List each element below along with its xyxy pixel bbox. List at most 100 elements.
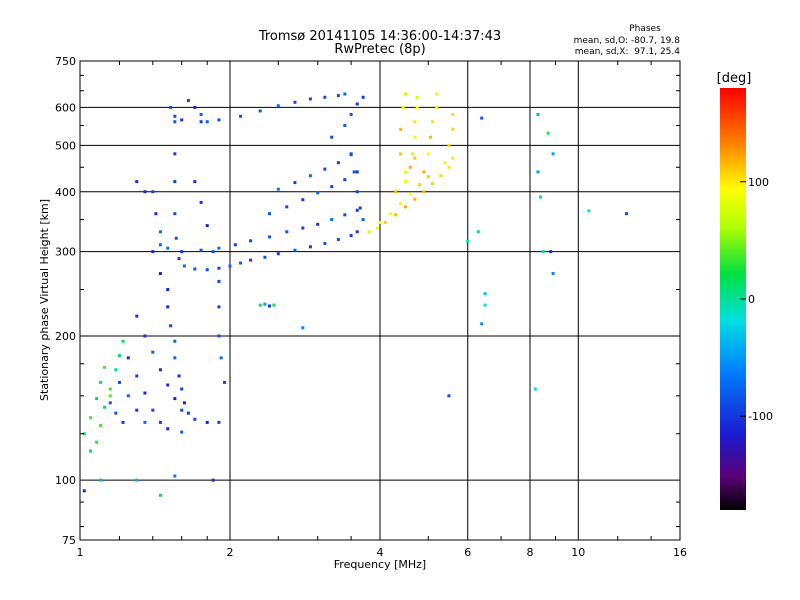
y-axis-label: Stationary phase Virtual Height [km]	[38, 199, 51, 401]
data-point	[108, 401, 112, 405]
data-point	[82, 489, 86, 493]
data-point	[426, 152, 430, 156]
data-point	[158, 493, 162, 497]
data-point	[431, 182, 435, 186]
data-point	[413, 197, 417, 201]
data-point	[625, 212, 629, 216]
data-point	[358, 206, 362, 210]
data-point	[158, 420, 162, 424]
chart-title: Tromsø 20141105 14:36:00-14:37:43	[258, 29, 501, 44]
data-point	[217, 118, 221, 122]
y-tick-label: 75	[62, 534, 76, 547]
data-point	[285, 205, 289, 209]
y-tick-label: 400	[55, 186, 76, 199]
data-point	[403, 170, 407, 174]
data-point	[330, 135, 334, 139]
data-point	[174, 236, 178, 240]
data-point	[180, 430, 184, 434]
data-point	[343, 213, 347, 217]
data-point	[267, 212, 271, 216]
data-point	[435, 105, 439, 109]
data-point	[151, 250, 155, 254]
data-point	[166, 288, 170, 292]
data-point	[258, 109, 262, 113]
data-point	[411, 152, 415, 156]
data-point	[336, 161, 340, 165]
y-tick-label: 500	[55, 139, 76, 152]
data-point	[99, 478, 103, 482]
data-point	[301, 198, 305, 202]
colorbar-label: [deg]	[717, 71, 752, 86]
data-point	[413, 156, 417, 160]
data-point	[166, 383, 170, 387]
data-point	[143, 420, 147, 424]
data-point	[151, 408, 155, 412]
data-point	[121, 420, 125, 424]
y-tick-label: 200	[55, 330, 76, 343]
data-point	[587, 209, 591, 213]
data-point	[451, 156, 455, 160]
data-point	[378, 221, 382, 225]
data-point	[114, 368, 118, 372]
y-tick-label: 750	[55, 55, 76, 68]
data-point	[180, 387, 184, 391]
x-tick-label: 6	[464, 546, 471, 559]
data-point	[89, 449, 93, 453]
x-tick-label: 4	[377, 546, 384, 559]
data-point	[293, 248, 297, 252]
data-point	[217, 266, 221, 270]
y-tick-label: 100	[55, 474, 76, 487]
data-point	[308, 174, 312, 178]
data-point	[173, 356, 177, 360]
data-point	[447, 394, 451, 398]
data-point	[435, 92, 439, 96]
data-point	[349, 234, 353, 238]
colorbar-ticks: 100 0 -100	[740, 176, 773, 423]
data-point	[169, 324, 173, 328]
data-point	[343, 124, 347, 128]
data-point	[323, 95, 327, 99]
data-point	[403, 180, 407, 184]
data-point	[549, 250, 553, 254]
data-point	[158, 272, 162, 276]
data-point	[355, 190, 359, 194]
data-point	[361, 218, 365, 222]
data-point	[135, 408, 139, 412]
x-tick-label: 1	[77, 546, 84, 559]
data-point	[151, 350, 155, 354]
data-point	[443, 161, 447, 165]
data-point	[205, 224, 209, 228]
data-point	[483, 292, 487, 296]
data-point	[403, 205, 407, 209]
data-point	[199, 248, 203, 252]
data-point	[135, 314, 139, 318]
data-point	[99, 380, 103, 384]
data-point	[439, 174, 443, 178]
data-point	[413, 120, 417, 124]
data-point	[239, 114, 243, 118]
data-point	[408, 165, 412, 169]
data-point	[483, 303, 487, 307]
data-point	[173, 120, 177, 124]
data-point	[417, 183, 421, 187]
y-axis: 75 100 200 300 400 500 600 750	[55, 55, 680, 547]
data-point	[135, 478, 139, 482]
data-point	[330, 185, 334, 189]
data-point	[551, 152, 555, 156]
data-point	[108, 394, 112, 398]
data-point	[536, 112, 540, 116]
data-point	[135, 180, 139, 184]
data-point	[205, 420, 209, 424]
data-point	[182, 264, 186, 268]
x-axis-label: Frequency [MHz]	[334, 558, 426, 571]
data-point	[343, 92, 347, 96]
data-point	[316, 191, 320, 195]
data-point	[276, 104, 280, 108]
data-point	[451, 127, 455, 131]
data-point	[121, 339, 125, 343]
data-point	[263, 255, 267, 259]
data-point	[383, 221, 387, 225]
data-point	[375, 226, 379, 230]
data-point	[258, 303, 262, 307]
data-point	[428, 135, 432, 139]
